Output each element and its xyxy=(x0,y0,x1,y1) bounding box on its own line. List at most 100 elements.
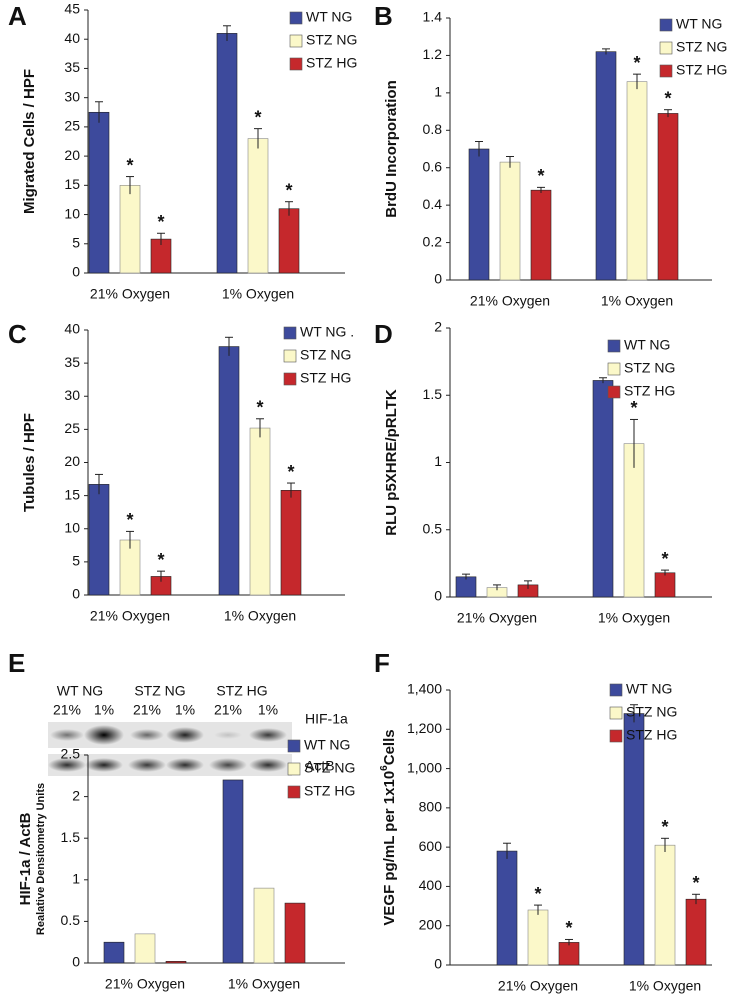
legend-swatch xyxy=(659,18,673,32)
significance-marker: * xyxy=(661,549,668,569)
blot-band xyxy=(166,758,204,772)
legend-label: WT NG xyxy=(676,16,722,32)
error-bar xyxy=(692,893,700,905)
significance-marker: * xyxy=(661,817,668,837)
bar xyxy=(496,850,518,966)
western-blot: WT NG STZ NG STZ HG 21% 1% 21% 1% 21% 1%… xyxy=(48,683,348,776)
legend-swatch xyxy=(607,362,621,376)
error-bar xyxy=(602,48,610,55)
bar xyxy=(216,33,238,274)
bar xyxy=(165,961,187,964)
y-tick-label: 1.4 xyxy=(423,9,443,25)
significance-marker: * xyxy=(287,462,294,482)
blot-lane: 1% xyxy=(175,702,195,718)
legend-label: STZ NG xyxy=(306,32,357,48)
y-tick-label: 0 xyxy=(72,264,80,280)
significance-marker: * xyxy=(126,510,133,530)
x-tick-label: 1% Oxygen xyxy=(601,293,673,309)
error-bar xyxy=(475,141,483,157)
legend-swatch xyxy=(609,729,623,743)
bar xyxy=(595,51,617,281)
y-tick-label: 1.5 xyxy=(423,386,443,402)
y-tick-label: 0 xyxy=(434,956,442,972)
x-tick-label: 1% Oxygen xyxy=(224,608,296,624)
y-axis-label: Migrated Cells / HPF xyxy=(21,69,38,214)
bar xyxy=(249,427,271,596)
legend-swatch xyxy=(607,339,621,353)
legend-swatch xyxy=(283,372,297,386)
blot-lane: 1% xyxy=(94,702,114,718)
y-tick-label: 1,400 xyxy=(407,681,442,697)
y-tick-label: 1.2 xyxy=(423,46,443,62)
y-tick-label: 40 xyxy=(64,321,80,337)
blot-band xyxy=(166,727,204,743)
y-tick-label: 30 xyxy=(64,387,80,403)
blot-lane: 21% xyxy=(214,702,242,718)
significance-marker: * xyxy=(537,166,544,186)
error-bar xyxy=(126,530,134,549)
bar xyxy=(134,933,156,964)
y-tick-label: 25 xyxy=(64,118,80,134)
bar xyxy=(592,380,614,598)
y-tick-label: 800 xyxy=(419,799,443,815)
y-axis-label-part: 6 xyxy=(379,765,390,771)
x-tick-label: 1% Oxygen xyxy=(598,610,670,626)
x-tick-label: 21% Oxygen xyxy=(470,293,550,309)
significance-marker: * xyxy=(157,550,164,570)
x-tick-label: 21% Oxygen xyxy=(105,976,185,992)
error-bar xyxy=(537,186,545,193)
y-tick-label: 600 xyxy=(419,838,443,854)
legend-label: STZ NG xyxy=(626,704,677,720)
bar xyxy=(558,942,580,966)
error-bar xyxy=(524,580,532,589)
y-tick-label: 1 xyxy=(72,871,80,887)
y-axis-label: HIF-1a / ActB xyxy=(17,812,34,905)
significance-marker: * xyxy=(692,873,699,893)
error-bar xyxy=(95,101,103,123)
y-tick-label: 20 xyxy=(64,453,80,469)
legend-label: WT NG xyxy=(306,9,352,25)
bar xyxy=(468,148,490,281)
panel-letter: E xyxy=(8,648,25,678)
y-tick-label: 40 xyxy=(64,30,80,46)
y-tick-label: 0.5 xyxy=(423,520,443,536)
bar xyxy=(218,346,240,596)
legend-label: STZ HG xyxy=(676,62,727,78)
y-tick-label: 0 xyxy=(72,586,80,602)
blot-band xyxy=(50,729,84,741)
legend-label: STZ HG xyxy=(306,55,357,71)
x-tick-label: 21% Oxygen xyxy=(90,286,170,302)
blot-band xyxy=(84,725,124,745)
error-bar xyxy=(157,232,165,245)
blot-band xyxy=(209,758,247,772)
y-tick-label: 2 xyxy=(72,787,80,803)
bar xyxy=(284,902,306,964)
y-tick-label: 0.8 xyxy=(423,121,443,137)
legend-label: WT NG . xyxy=(300,324,354,340)
error-bar xyxy=(664,109,672,118)
legend-label: STZ HG xyxy=(626,727,677,743)
y-tick-label: 45 xyxy=(64,1,80,17)
error-bar xyxy=(95,473,103,495)
y-tick-label: 1 xyxy=(434,453,442,469)
bar xyxy=(657,113,679,281)
y-axis-label: BrdU Incorporation xyxy=(383,80,400,218)
blot-band xyxy=(48,758,86,772)
error-bar xyxy=(157,570,165,582)
bar xyxy=(623,713,645,966)
y-axis-label: VEGF pg/mL per 1x106Cells xyxy=(379,729,398,925)
x-tick-label: 21% Oxygen xyxy=(498,978,578,994)
legend-label: WT NG xyxy=(624,337,670,353)
bar xyxy=(278,208,300,274)
legend-swatch xyxy=(609,683,623,697)
y-tick-label: 0 xyxy=(434,271,442,287)
y-tick-label: 0.6 xyxy=(423,158,443,174)
y-tick-label: 10 xyxy=(64,205,80,221)
y-tick-label: 0 xyxy=(72,954,80,970)
legend-label: STZ NG xyxy=(624,360,675,376)
significance-marker: * xyxy=(633,53,640,73)
y-tick-label: 0.2 xyxy=(423,233,443,249)
legend-swatch xyxy=(289,34,303,48)
legend-label: WT NG xyxy=(304,737,350,753)
